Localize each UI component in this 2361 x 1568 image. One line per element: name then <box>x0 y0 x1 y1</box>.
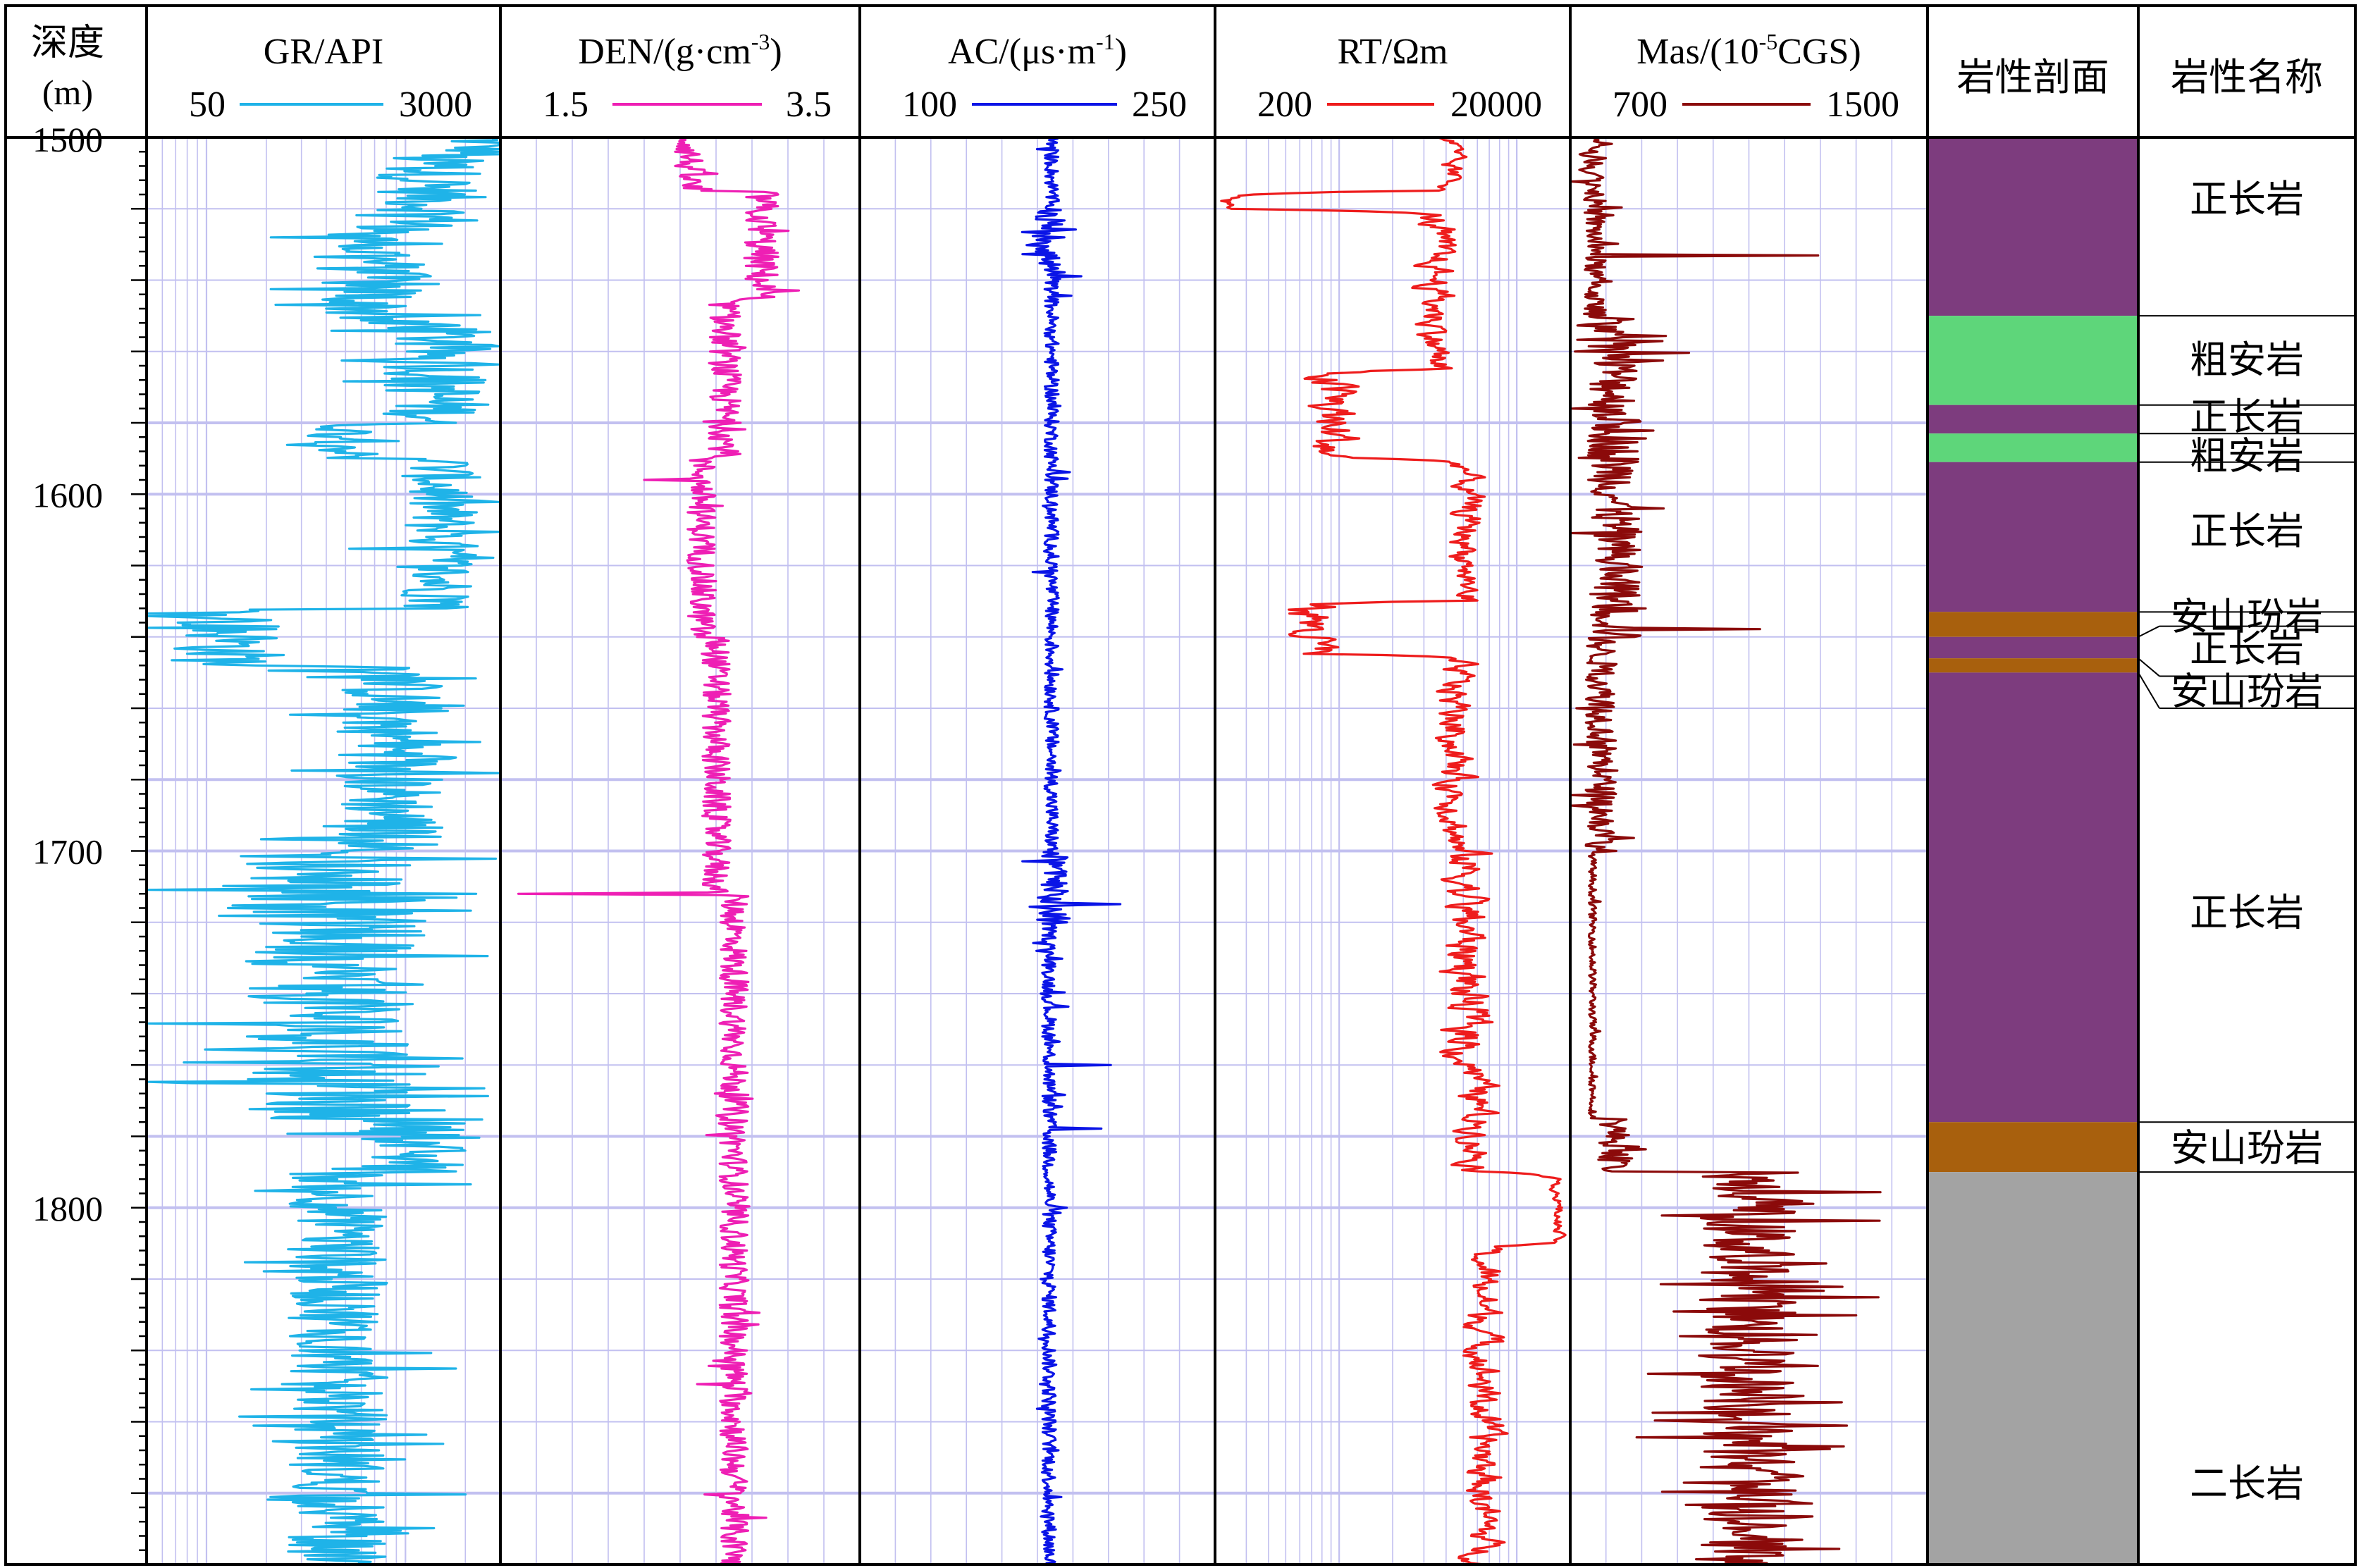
lithology-layer <box>1928 658 2138 673</box>
track-den-grid <box>500 137 860 1564</box>
track-den-min-label: 1.5 <box>543 85 588 125</box>
track-rt-grid <box>1214 137 1571 1564</box>
lithology-name-label: 正长岩 <box>2190 628 2304 670</box>
lithology-connectors <box>2138 315 2355 1173</box>
track-mas-max-label: 1500 <box>1826 85 1899 125</box>
lithology-layer <box>1928 405 2138 434</box>
track-ac-max-label: 250 <box>1132 85 1187 125</box>
track-gr-min-label: 50 <box>189 85 226 125</box>
lithology-name-label: 粗安岩 <box>2190 436 2304 478</box>
lithology-name-label: 安山玢岩 <box>2171 1128 2323 1170</box>
chart-frame <box>4 4 2357 1566</box>
lithology-connector <box>2138 658 2160 677</box>
track-den-title: DEN/(g·cm-3) <box>578 29 782 72</box>
outer-border <box>4 4 2357 1566</box>
track-rt-min-label: 200 <box>1257 85 1312 125</box>
lithology-name-label: 粗安岩 <box>2190 339 2304 381</box>
lithology-name-title: 岩性名称 <box>2171 56 2323 99</box>
depth-tick-label: 1500 <box>32 120 103 159</box>
lithology-layer <box>1928 462 2138 612</box>
lithology-name-label: 安山玢岩 <box>2171 671 2323 713</box>
lithology-name-label: 安山玢岩 <box>2171 595 2323 638</box>
lithology-layer <box>1928 612 2138 637</box>
track-rt-max-label: 20000 <box>1450 85 1542 125</box>
lithology-layer <box>1928 672 2138 1123</box>
track-mas-title: Mas/(10-5CGS) <box>1636 29 1861 72</box>
lithology-name-label: 二长岩 <box>2190 1463 2304 1505</box>
track-den-max-label: 3.5 <box>786 85 832 125</box>
lithology-profile-title: 岩性剖面 <box>1957 56 2109 99</box>
lithology-layer <box>1928 316 2138 405</box>
curve-gr <box>147 136 500 1566</box>
lithology-connector <box>2138 625 2160 638</box>
depth-track-title: 深度 <box>31 23 104 63</box>
track-mas-min-label: 700 <box>1613 85 1668 125</box>
track-gr-max-label: 3000 <box>399 85 472 125</box>
depth-tick-label: 1600 <box>32 475 103 514</box>
depth-tick-label: 1700 <box>32 832 103 872</box>
curve-rt <box>1220 136 1567 1566</box>
curve-mas <box>1570 136 1882 1566</box>
curve-ac <box>1021 136 1122 1566</box>
curve-den <box>517 136 801 1566</box>
track-gr-title: GR/API <box>264 32 383 72</box>
lithology-layer <box>1928 137 2138 316</box>
track-rt-title: RT/Ωm <box>1338 32 1448 72</box>
track-ac-min-label: 100 <box>902 85 957 125</box>
lithology-name-label: 正长岩 <box>2190 178 2304 221</box>
lithology-name-label: 正长岩 <box>2190 510 2304 552</box>
depth-track-unit: (m) <box>42 73 93 112</box>
lithology-layer <box>1928 1122 2138 1173</box>
lithology-layer <box>1928 636 2138 659</box>
lithology-layer <box>1928 1172 2138 1564</box>
track-ac-title: AC/(μs·m-1) <box>948 29 1127 72</box>
lithology-name-label: 正长岩 <box>2190 892 2304 934</box>
track-ac-grid <box>860 137 1215 1564</box>
lithology-name-label: 正长岩 <box>2190 396 2304 438</box>
depth-ticks <box>131 136 147 1566</box>
lithology-layer <box>1928 433 2138 462</box>
lithology-connector <box>2138 672 2160 709</box>
depth-tick-label: 1800 <box>32 1189 103 1228</box>
